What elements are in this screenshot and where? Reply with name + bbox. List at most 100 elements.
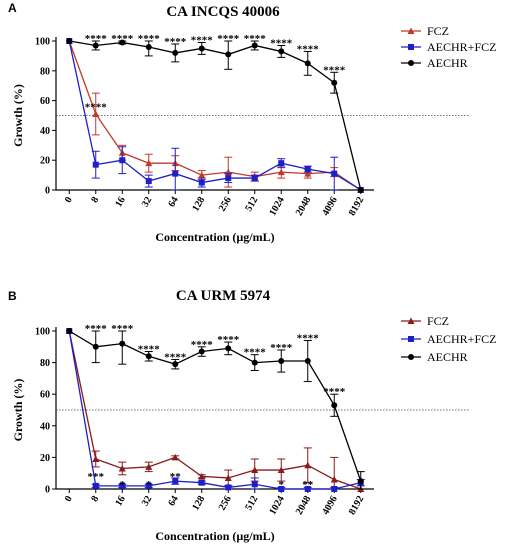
data-point [198, 479, 205, 486]
y-tick-label: 0 [45, 186, 50, 197]
x-tick-label: 8192 [347, 494, 367, 517]
data-point [278, 486, 285, 492]
legend-label: AECHR [427, 350, 468, 364]
data-point [277, 466, 285, 474]
data-point [92, 110, 100, 118]
chart-title: CA INCQS 40006 [166, 4, 280, 20]
y-tick-label: 60 [40, 390, 50, 401]
data-point [145, 482, 152, 489]
data-point [357, 187, 364, 193]
legend-label: AECHR+FCZ [427, 332, 496, 346]
significance-annotation: **** [297, 43, 320, 55]
data-point [198, 472, 206, 480]
significance-annotation: **** [244, 347, 267, 359]
significance-annotation: **** [244, 33, 267, 45]
data-point [225, 175, 232, 182]
data-point [224, 474, 232, 481]
data-point [119, 340, 126, 347]
y-tick-label: 80 [40, 358, 50, 369]
legend-item: AECHR+FCZ [401, 332, 496, 346]
data-point [92, 455, 100, 462]
data-point [251, 42, 258, 49]
data-point [145, 353, 152, 360]
data-point [304, 461, 312, 469]
significance-annotation: **** [191, 339, 214, 351]
legend-item: AECHR [401, 350, 468, 364]
legend-item: FCZ [401, 24, 449, 38]
data-point [92, 343, 99, 350]
data-point [225, 484, 232, 491]
series-line [68, 330, 361, 490]
x-tick-label: 256 [217, 494, 234, 512]
data-point [145, 43, 152, 50]
data-point [357, 478, 364, 485]
legend-label: FCZ [427, 24, 449, 38]
data-point [304, 170, 312, 177]
x-tick-label: 512 [243, 494, 260, 512]
series-aechr [66, 328, 365, 490]
significance-annotation: **** [323, 386, 346, 398]
significance-annotation: ** [302, 479, 314, 491]
data-point [331, 79, 338, 86]
legend: FCZ AECHR+FCZ AECHR [401, 314, 496, 364]
x-tick-label: 8192 [347, 195, 367, 218]
data-point [172, 49, 179, 56]
x-tick-label: 2048 [294, 195, 314, 218]
significance-annotation: **** [270, 37, 293, 49]
legend-item: FCZ [401, 314, 449, 328]
x-tick-label: 512 [243, 195, 260, 213]
x-tick-label: 128 [190, 494, 207, 512]
data-point [225, 345, 232, 352]
data-point [331, 170, 338, 177]
significance-annotation: **** [217, 33, 240, 45]
significance-annotation: **** [323, 64, 346, 76]
legend: FCZ AECHR+FCZ AECHR [401, 24, 496, 70]
significance-annotation: **** [270, 342, 293, 354]
data-point [251, 466, 259, 474]
series-fcz [65, 327, 365, 492]
data-point [118, 464, 126, 472]
significance-annotation: **** [85, 102, 108, 114]
y-tick-label: 100 [35, 37, 50, 48]
x-tick-label: 1024 [267, 494, 287, 517]
significance-annotation: * [120, 479, 126, 491]
data-point [198, 179, 205, 186]
data-point [251, 481, 258, 488]
series-line [69, 40, 362, 191]
x-axis-label: Concentration (µg/mL) [155, 529, 274, 543]
chart-title: CA URM 5974 [176, 288, 271, 304]
series-aechr-fcz [66, 38, 364, 193]
data-point [172, 361, 179, 368]
data-point [278, 160, 285, 167]
chart-panel-a: A CA INCQS 40006 0 20 40 60 80 100 0 8 16 32 64 128 25… [8, 1, 496, 244]
panel-label: A [8, 1, 17, 15]
significance-annotation: **** [85, 323, 108, 335]
x-tick-label: 16 [113, 195, 128, 209]
x-tick-label: 64 [166, 494, 181, 508]
data-point [66, 328, 73, 334]
series-line [68, 40, 362, 191]
legend-marker [408, 354, 414, 360]
data-point [171, 453, 179, 461]
data-point [119, 39, 126, 46]
data-point [277, 168, 285, 176]
data-point [172, 170, 179, 177]
data-point [92, 482, 99, 489]
legend-marker [408, 60, 414, 66]
legend-marker [408, 336, 414, 342]
data-point [251, 359, 258, 366]
y-tick-label: 80 [40, 66, 50, 77]
x-tick-label: 1024 [267, 195, 287, 218]
data-point [198, 348, 205, 355]
data-point [331, 486, 338, 492]
data-point [330, 476, 338, 483]
legend-item: AECHR+FCZ [401, 40, 496, 54]
series-line [68, 40, 362, 191]
data-point [92, 161, 99, 168]
data-point [304, 486, 311, 492]
data-point [172, 478, 179, 485]
x-tick-label: 4096 [320, 494, 340, 517]
significance-annotation: **** [297, 332, 320, 344]
y-axis-label: Growth (%) [11, 84, 25, 147]
